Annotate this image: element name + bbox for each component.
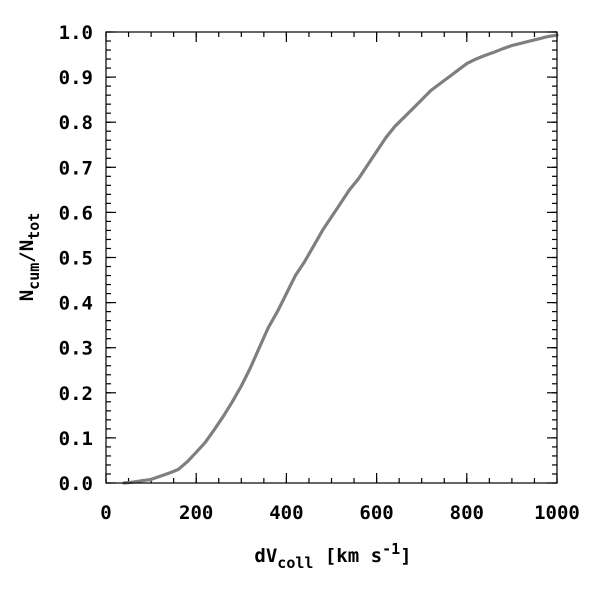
x-tick-label: 400 [269, 502, 303, 524]
cumulative-curve [122, 33, 559, 485]
x-tick-label: 600 [359, 502, 393, 524]
y-axis-n2: N [16, 240, 38, 251]
y-tick-label: 0.3 [59, 338, 93, 360]
x-tick-label: 800 [450, 502, 484, 524]
y-tick-label: 0.6 [59, 202, 93, 224]
y-axis-subscript-1: cum [25, 263, 43, 290]
x-tick-label: 200 [179, 502, 213, 524]
x-tick-label: 0 [100, 502, 111, 524]
plot-frame [105, 31, 558, 484]
y-tick-label: 0.8 [59, 112, 93, 134]
y-tick-label: 0.2 [59, 383, 93, 405]
x-axis-title: dVcoll [km s-1] [254, 540, 411, 572]
axis-ticks [105, 31, 558, 484]
x-tick-label: 1000 [534, 502, 580, 524]
y-tick-label: 0.5 [59, 248, 93, 270]
x-axis-units-prefix: [km s [313, 545, 382, 567]
y-tick-label: 0.9 [59, 67, 93, 89]
tick-labels: 0 200 400 600 800 1000 0.0 0.1 0.2 0.3 0.4 0.5 0.6 0.… [59, 22, 580, 524]
y-axis-slash: / [16, 251, 38, 262]
x-axis-subscript: coll [277, 554, 313, 572]
y-axis-title: Ncum/Ntot [16, 213, 43, 302]
y-tick-label: 0.4 [59, 293, 93, 315]
y-tick-label: 1.0 [59, 22, 93, 44]
x-axis-main: dV [254, 545, 277, 567]
y-axis-subscript-2: tot [25, 213, 43, 240]
x-axis-superscript: -1 [382, 540, 400, 558]
y-tick-label: 0.1 [59, 428, 93, 450]
y-tick-label: 0.7 [59, 157, 93, 179]
y-axis-n1: N [16, 290, 38, 301]
x-axis-units-suffix: ] [400, 545, 411, 567]
y-tick-label: 0.0 [59, 473, 93, 495]
